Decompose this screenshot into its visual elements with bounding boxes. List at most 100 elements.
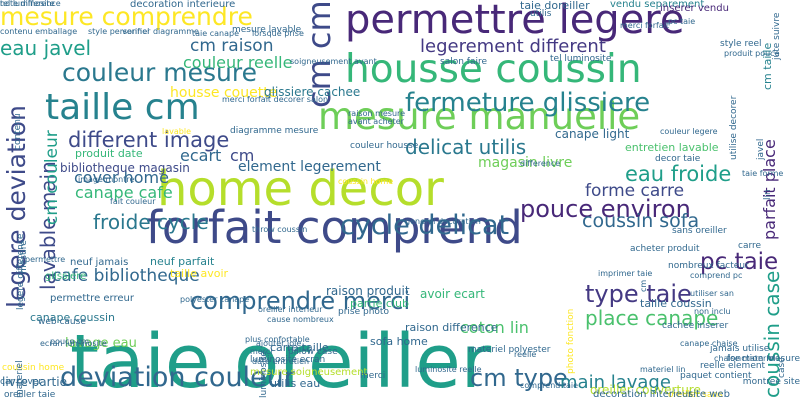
word-cloud-term: cm raison xyxy=(190,36,274,56)
word-cloud-term: style reel xyxy=(720,39,762,49)
word-cloud-term: ajouter joie xyxy=(256,339,302,348)
word-cloud-term: taie oreiller xyxy=(70,319,492,400)
word-cloud-term: ecran luminosite xyxy=(40,339,107,348)
word-cloud-term: case xyxy=(777,357,787,378)
word-cloud-term: tel luminosite xyxy=(550,54,612,64)
word-cloud-term: ecart xyxy=(180,146,222,165)
word-cloud-term: cm xyxy=(230,146,255,165)
word-cloud-term: image montre xyxy=(78,175,135,184)
word-cloud-term: avoir ecart xyxy=(420,287,485,301)
word-cloud-term: fait couleur xyxy=(110,197,156,206)
word-cloud-term: inserer vendu xyxy=(660,3,729,14)
word-cloud-term: taille cm xyxy=(45,87,200,128)
word-cloud-term: taie doreiller xyxy=(520,0,590,12)
word-cloud-term: comprend pc xyxy=(690,271,743,280)
word-cloud-term: materiel lin xyxy=(640,365,686,374)
word-cloud-term: element legerement xyxy=(238,159,381,175)
word-cloud-term: pouce environ xyxy=(520,195,691,223)
word-cloud-term: lin xyxy=(763,189,773,200)
word-cloud-term: jamais utilise xyxy=(710,344,770,354)
word-cloud-term: decoration interieure xyxy=(130,0,236,10)
word-cloud-term: polyester canape xyxy=(180,295,250,304)
word-cloud-term: livre partie xyxy=(2,375,67,389)
word-cloud-term: couleur reelle xyxy=(183,53,293,72)
word-cloud-term: decor taie xyxy=(655,154,701,164)
word-cloud-term: fermeture glissiere xyxy=(405,88,651,118)
word-cloud-term: froide cycle xyxy=(93,210,209,234)
word-cloud-term: permettre xyxy=(25,255,66,264)
word-cloud-term: fonction mesure xyxy=(726,354,800,364)
word-cloud-term: cause nombreux xyxy=(267,315,334,324)
word-cloud-term: legere difference xyxy=(16,233,26,310)
word-cloud-term: legerement different xyxy=(420,36,606,57)
word-cloud-term: comprend taie xyxy=(520,381,579,390)
word-cloud-term: eau froide xyxy=(625,162,732,186)
word-cloud-term: eau javel xyxy=(0,36,92,60)
word-cloud-term: type taie xyxy=(585,280,692,308)
word-cloud-term: note difference xyxy=(0,0,61,8)
word-cloud-term: contenu emballage xyxy=(0,27,78,36)
word-cloud-term: pillow case xyxy=(288,347,338,357)
word-cloud-term: non inclu xyxy=(694,307,731,316)
word-cloud-term: canape cafe xyxy=(75,183,173,202)
word-cloud-term: deviation couleur xyxy=(60,362,295,393)
word-cloud-term: entretien lavable xyxy=(625,141,719,154)
word-cloud-term: couleur mesure xyxy=(62,58,257,87)
word-cloud-term: merci xyxy=(250,347,273,356)
word-cloud-term: pouce cm xyxy=(50,337,90,346)
word-cloud-term: mesure lavable xyxy=(232,25,302,35)
word-cloud-term: magasin livre xyxy=(478,155,573,171)
word-cloud-term: bibliotheque magasin xyxy=(60,161,190,175)
word-cloud-term: salon faire xyxy=(440,57,487,67)
word-cloud-term: glissiere xyxy=(45,271,87,282)
word-cloud-term: raison difference xyxy=(405,321,498,334)
word-cloud-term: produit pouce xyxy=(724,49,780,58)
word-cloud-term: soigneusement avant xyxy=(290,57,377,66)
word-cloud-term: cm xyxy=(639,279,648,292)
word-cloud-term: tel luminosite xyxy=(0,0,55,8)
word-cloud-term: partie club xyxy=(350,297,409,310)
word-cloud-term: nombreux facteur xyxy=(668,261,749,271)
word-cloud-term: neuf parfait xyxy=(150,255,215,268)
word-cloud-term: site web xyxy=(688,389,730,400)
word-cloud-term: oreiller couverture xyxy=(590,383,701,397)
word-cloud-term: reelle xyxy=(514,350,537,359)
word-cloud-term: produit date xyxy=(75,147,143,160)
word-cloud-term: jute suivre xyxy=(772,12,782,60)
word-cloud-term: luminosite ecran xyxy=(250,355,326,365)
word-cloud-term: different image xyxy=(68,128,230,152)
word-cloud-term: housse couette xyxy=(170,85,278,101)
word-cloud-term: coussin home xyxy=(338,177,394,186)
word-cloud-term: utilis xyxy=(530,9,552,19)
word-cloud-term: canape coussin xyxy=(30,311,115,324)
word-cloud-term: oreiller sans xyxy=(668,390,723,400)
word-cloud-term: cover home xyxy=(74,168,169,187)
word-cloud-term: paquet contient xyxy=(680,371,752,381)
word-cloud-term: verifier diagramme xyxy=(122,27,199,36)
word-cloud-term: comprendre merci xyxy=(190,287,411,315)
word-cloud-term: contenu xyxy=(13,113,23,150)
word-cloud-term: utilis eau xyxy=(270,377,321,390)
word-cloud-term: carre xyxy=(738,241,762,251)
word-cloud-term: montree site xyxy=(742,377,800,387)
word-cloud-term: merci forfait decorer salon xyxy=(222,95,329,104)
word-cloud-term: housse coussin xyxy=(345,47,642,92)
word-cloud-term: acheter produit xyxy=(630,244,700,254)
word-cloud-term: coussin sofa xyxy=(582,210,700,232)
word-cloud-term: general decoration xyxy=(405,217,481,226)
word-cloud-term: pc taie xyxy=(668,17,696,26)
word-cloud-term: taille coussin xyxy=(640,297,712,310)
word-cloud-term: car cover xyxy=(0,377,43,387)
word-cloud-term: coton lin xyxy=(460,318,529,337)
word-cloud-term: vendu separement xyxy=(610,0,705,10)
word-cloud-term: reelle element xyxy=(700,361,766,371)
word-cloud-term: utilise decorer xyxy=(729,95,739,160)
word-cloud-term: prise photo xyxy=(338,307,389,317)
word-cloud-term: sans oreiller xyxy=(672,226,727,236)
word-cloud-term: lavage eau xyxy=(65,336,137,351)
word-cloud-term: cachee inserer xyxy=(662,321,729,331)
word-cloud-term: raison mesure xyxy=(348,109,406,118)
word-cloud-term: taille avoir xyxy=(170,267,229,280)
word-cloud-term: date entretien xyxy=(252,357,310,366)
